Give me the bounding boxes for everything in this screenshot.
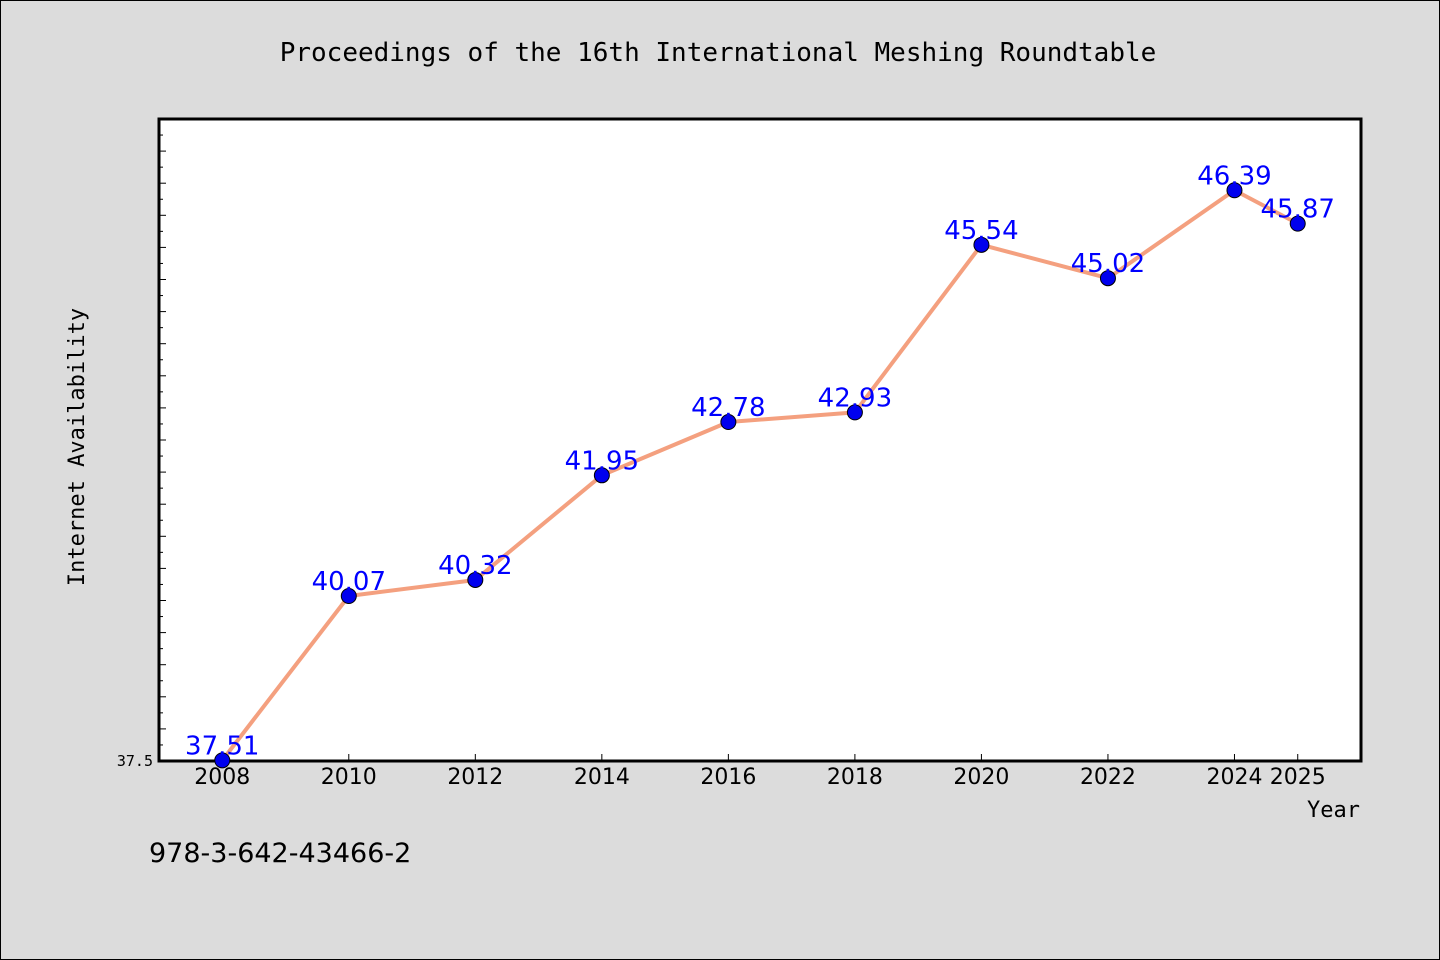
x-axis-label: Year — [1307, 798, 1360, 823]
y-axis-label: Internet Availability — [65, 308, 90, 586]
data-point — [846, 404, 863, 421]
data-point — [340, 588, 357, 605]
y-axis-ticks — [159, 118, 166, 762]
x-tick-label: 2008 — [194, 765, 250, 790]
data-label: 37.51 — [185, 731, 259, 761]
data-label: 46.39 — [1197, 161, 1271, 191]
data-label: 41.95 — [565, 446, 639, 476]
data-label: 40.07 — [312, 567, 386, 597]
series-line — [220, 188, 1299, 762]
x-tick-label: 2018 — [827, 765, 883, 790]
x-tick-label: 2012 — [447, 765, 503, 790]
data-label: 42.93 — [818, 383, 892, 413]
chart-title: Proceedings of the 16th International Me… — [280, 38, 1157, 68]
data-label: 40.32 — [438, 551, 512, 581]
x-tick-label: 2022 — [1080, 765, 1136, 790]
data-point — [467, 571, 484, 588]
data-label: 45.02 — [1071, 249, 1145, 279]
data-label: 45.87 — [1261, 195, 1335, 225]
plot-area — [157, 117, 1363, 763]
data-point — [1289, 215, 1306, 232]
x-axis-ticks: 2008 2010 2012 2014 2016 2018 2020 2022 2024 2025 — [194, 754, 1326, 790]
data-point — [1099, 270, 1116, 287]
footer-isbn: 978-3-642-43466-2 — [149, 838, 411, 869]
x-tick-label: 2016 — [700, 765, 756, 790]
data-point — [973, 236, 990, 253]
data-point — [214, 752, 231, 769]
x-tick-label: 2024 — [1206, 765, 1262, 790]
data-point — [720, 414, 737, 431]
x-tick-label: 2025 — [1270, 765, 1326, 790]
x-tick-label: 2020 — [953, 765, 1009, 790]
data-point — [593, 467, 610, 484]
data-label: 45.54 — [944, 216, 1018, 246]
x-tick-label: 2010 — [321, 765, 377, 790]
data-point — [1226, 182, 1243, 199]
x-tick-label: 2014 — [574, 765, 630, 790]
data-label: 42.78 — [691, 393, 765, 423]
y-tick-label: 37.5 — [117, 752, 153, 770]
series-group: 37.51 40.07 40.32 41.95 42.78 42.93 45.54 45.02… — [185, 161, 1335, 769]
